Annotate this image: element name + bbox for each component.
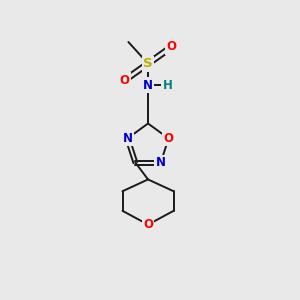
Text: O: O — [167, 40, 177, 53]
Text: N: N — [122, 132, 133, 145]
Text: H: H — [163, 79, 172, 92]
Text: O: O — [164, 132, 174, 145]
Text: S: S — [143, 57, 153, 70]
Text: O: O — [119, 74, 130, 87]
Text: O: O — [143, 218, 153, 231]
Text: N: N — [143, 79, 153, 92]
Text: N: N — [156, 156, 166, 169]
